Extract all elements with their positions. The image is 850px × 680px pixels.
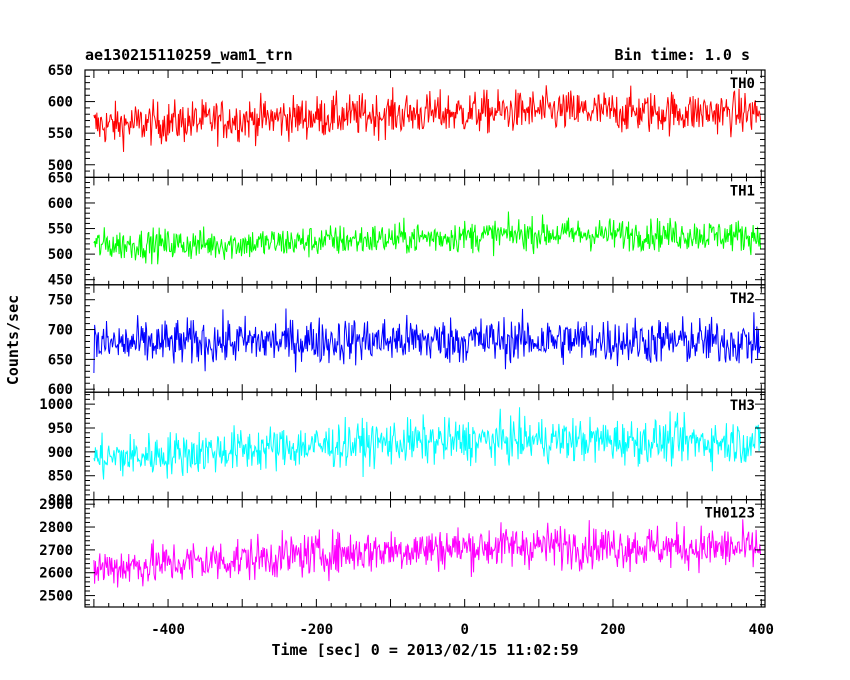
y-tick-label: 500 <box>48 247 73 263</box>
series-line-th2 <box>93 308 762 373</box>
y-tick-label: 550 <box>48 126 73 142</box>
y-tick-label: 650 <box>48 352 73 368</box>
y-tick-label: 2700 <box>39 543 73 559</box>
y-tick-label: 2500 <box>39 589 73 605</box>
panel-th1: 450 500 550 600 650 TH1 <box>48 170 766 289</box>
y-tick-label: 950 <box>48 421 73 437</box>
y-tick-label: 900 <box>48 445 73 461</box>
series-line-th3 <box>93 407 762 480</box>
bin-time-label: Bin time: 1.0 s <box>615 46 750 64</box>
series-line-th1 <box>93 211 762 265</box>
x-tick-label: 0 <box>460 622 468 638</box>
panel-th3: 800 850 900 950 1000 TH3 <box>39 391 766 509</box>
y-tick-label: 650 <box>48 63 73 79</box>
series-line-th0 <box>93 85 762 152</box>
y-tick-label: 2600 <box>39 566 73 582</box>
series-line-th0123 <box>93 519 762 588</box>
y-tick-label: 800 <box>48 493 73 509</box>
y-tick-label: 600 <box>48 196 73 212</box>
y-tick-label: 600 <box>48 382 73 398</box>
panels-group: 500 550 600 650 TH0 450 500 550 600 650 TH1 600 650 7… <box>39 63 766 608</box>
y-tick-label: 500 <box>48 158 73 174</box>
chart-title: ae130215110259_wam1_trn <box>85 46 293 64</box>
x-tick-label: 200 <box>600 622 625 638</box>
x-tick-label: -400 <box>151 622 185 638</box>
panel-name-label: TH3 <box>730 398 755 414</box>
y-axis-label: Counts/sec <box>4 295 22 385</box>
y-tick-label: 600 <box>48 95 73 111</box>
panel-name-label: TH1 <box>730 183 755 199</box>
y-tick-label: 450 <box>48 273 73 289</box>
x-tick-label: -200 <box>300 622 334 638</box>
y-tick-label: 750 <box>48 293 73 309</box>
y-tick-label: 550 <box>48 222 73 238</box>
panel-name-label: TH0123 <box>704 506 755 522</box>
panel-name-label: TH2 <box>730 291 755 307</box>
y-tick-label: 650 <box>48 170 73 186</box>
x-axis: -400 -200 0 200 400 <box>151 622 774 638</box>
panel-th0: 500 550 600 650 TH0 <box>48 63 766 179</box>
x-axis-label: Time [sec] 0 = 2013/02/15 11:02:59 <box>271 641 578 659</box>
x-tick-label: 400 <box>749 622 774 638</box>
panel-frame <box>84 499 766 608</box>
y-tick-label: 850 <box>48 469 73 485</box>
panel-th2: 600 650 700 750 TH2 <box>48 284 766 398</box>
y-tick-label: 2800 <box>39 520 73 536</box>
panel-name-label: TH0 <box>730 76 755 92</box>
y-tick-label: 700 <box>48 323 73 339</box>
panel-th0123: 2500 2600 2700 2800 2900 TH0123 <box>39 497 766 608</box>
y-tick-label: 2900 <box>39 497 73 513</box>
y-tick-label: 1000 <box>39 397 73 413</box>
